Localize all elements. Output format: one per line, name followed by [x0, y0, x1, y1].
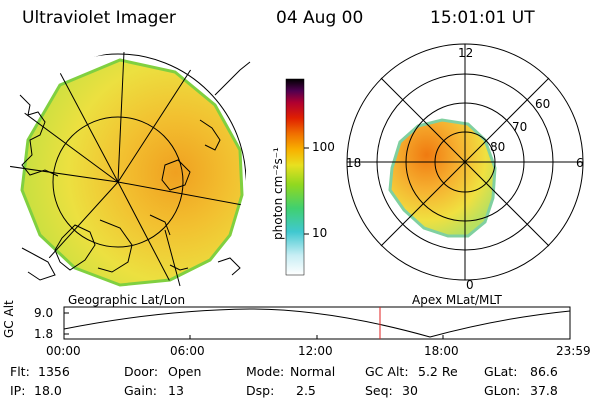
altitude-curve	[63, 308, 571, 338]
altitude-xtick: 23:59	[556, 344, 591, 358]
magnetic-polar-plot	[346, 43, 584, 281]
seq-value: 30	[402, 383, 418, 398]
altitude-ytick-9: 9.0	[34, 306, 54, 320]
gcalt-label: GC Alt:	[365, 364, 409, 379]
mlat-label-70: 70	[512, 120, 528, 134]
gain-label: Gain:	[124, 383, 157, 398]
time-label: 15:01:01 UT	[430, 8, 535, 28]
door-value: Open	[168, 364, 202, 379]
instrument-title: Ultraviolet Imager	[22, 8, 176, 28]
mlat-label-80: 80	[490, 140, 506, 154]
mode-label: Mode:	[246, 364, 285, 379]
geographic-map	[10, 52, 251, 288]
door-label: Door:	[124, 364, 159, 379]
mlt-label-6: 6	[576, 156, 584, 170]
altitude-ytick-1.8: 1.8	[34, 327, 54, 341]
altitude-plot	[63, 306, 571, 340]
mlt-label-0: 0	[466, 278, 474, 292]
altitude-xtick: 12:00	[298, 344, 333, 358]
flt-label: Flt:	[10, 364, 30, 379]
auroral-image-magnetic	[388, 118, 497, 238]
dsp-label: Dsp:	[246, 383, 275, 398]
mlt-diagonal	[380, 77, 550, 247]
glat-value: 86.6	[530, 364, 558, 379]
ip-label: IP:	[10, 383, 26, 398]
auroral-image-geographic	[20, 58, 244, 287]
magnetic-caption: Apex MLat/MLT	[412, 293, 502, 307]
mode-value: Normal	[290, 364, 336, 379]
geographic-caption: Geographic Lat/Lon	[68, 293, 186, 307]
gain-value: 13	[168, 383, 184, 398]
altitude-plot-frame	[63, 306, 571, 340]
altitude-ylabel: GC Alt	[2, 300, 16, 338]
glon-value: 37.8	[530, 383, 558, 398]
glat-label: GLat:	[484, 364, 518, 379]
colorbar-label-10: 10	[312, 226, 328, 240]
lat-circle-inner	[52, 116, 184, 248]
mlat-label-60: 60	[535, 97, 551, 111]
date-label: 04 Aug 00	[276, 8, 364, 28]
flt-value: 1356	[38, 364, 70, 379]
altitude-xtick: 06:00	[170, 344, 205, 358]
colorbar-unit-label: photon cm⁻²s⁻¹	[271, 147, 285, 240]
dsp-value: 2.5	[296, 383, 316, 398]
coastlines	[19, 61, 251, 281]
meridian-line	[117, 181, 191, 288]
lat-circle-outer	[10, 53, 246, 288]
mlt-label-18: 18	[346, 156, 362, 170]
meridian-line	[117, 52, 126, 183]
ip-value: 18.0	[34, 383, 62, 398]
altitude-xtick: 18:00	[424, 344, 459, 358]
seq-label: Seq:	[365, 383, 393, 398]
glon-label: GLon:	[484, 383, 521, 398]
gcalt-value: 5.2 Re	[418, 364, 458, 379]
altitude-xtick: 00:00	[46, 344, 81, 358]
mlt-label-12: 12	[458, 46, 474, 60]
colorbar-label-100: 100	[312, 140, 335, 154]
colorbar	[285, 78, 309, 276]
meridian-line	[10, 164, 119, 183]
